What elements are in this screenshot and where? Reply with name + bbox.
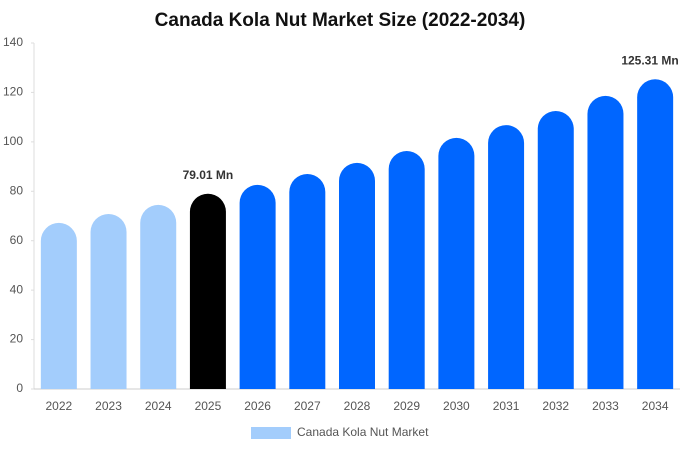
value-label: 79.01 Mn xyxy=(183,168,234,182)
x-tick-label: 2022 xyxy=(45,399,72,413)
value-label: 125.31 Mn xyxy=(621,53,678,67)
x-tick-label: 2028 xyxy=(344,399,371,413)
x-tick-label: 2030 xyxy=(443,399,470,413)
bar xyxy=(637,79,674,389)
x-tick-label: 2031 xyxy=(493,399,520,413)
y-tick-label: 100 xyxy=(3,134,23,148)
y-tick-label: 80 xyxy=(10,183,24,197)
x-tick-label: 2026 xyxy=(244,399,271,413)
bar xyxy=(339,162,375,389)
bar xyxy=(537,110,574,389)
legend-label: Canada Kola Nut Market xyxy=(297,425,429,439)
bar xyxy=(488,125,525,389)
y-tick-label: 60 xyxy=(10,233,24,247)
y-tick-label: 140 xyxy=(3,35,23,49)
y-tick-label: 120 xyxy=(3,85,23,99)
x-tick-label: 2032 xyxy=(542,399,569,413)
legend-swatch xyxy=(251,427,291,439)
x-tick-label: 2025 xyxy=(195,399,222,413)
bar xyxy=(90,214,127,389)
bar xyxy=(140,204,177,389)
x-tick-label: 2029 xyxy=(393,399,420,413)
y-tick-label: 0 xyxy=(16,381,23,395)
bar xyxy=(189,193,226,389)
y-tick-label: 40 xyxy=(10,282,24,296)
x-tick-label: 2024 xyxy=(145,399,172,413)
x-tick-label: 2033 xyxy=(592,399,619,413)
x-tick-label: 2034 xyxy=(642,399,669,413)
x-tick-label: 2027 xyxy=(294,399,321,413)
bar xyxy=(239,184,276,389)
chart-title: Canada Kola Nut Market Size (2022-2034) xyxy=(155,10,526,31)
bar xyxy=(438,137,475,389)
bar xyxy=(388,151,425,389)
x-tick-label: 2023 xyxy=(95,399,122,413)
bar xyxy=(587,95,624,389)
y-tick-label: 20 xyxy=(10,332,24,346)
bar xyxy=(289,173,326,389)
bar xyxy=(40,222,77,389)
